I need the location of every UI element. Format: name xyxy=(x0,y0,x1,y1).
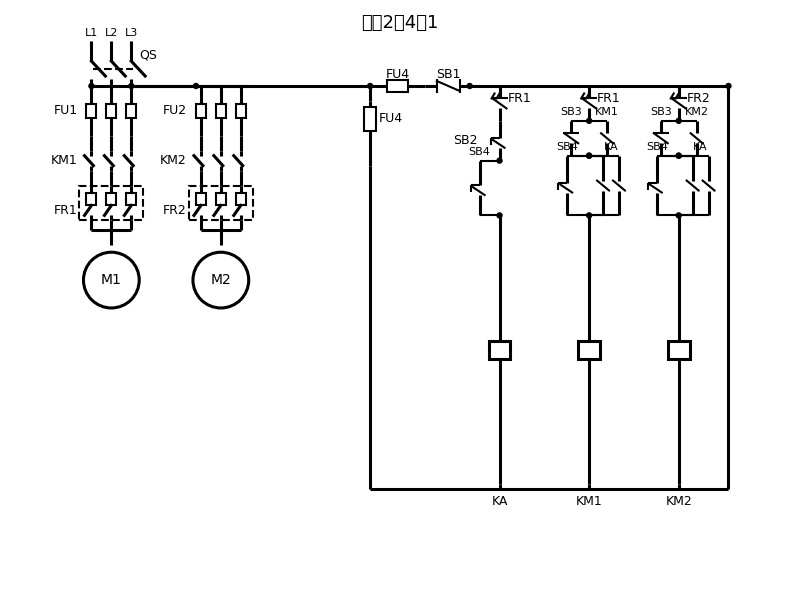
Text: KM1: KM1 xyxy=(595,107,619,117)
Circle shape xyxy=(726,83,731,88)
Text: M2: M2 xyxy=(210,273,231,287)
Bar xyxy=(126,104,136,118)
Bar xyxy=(216,193,226,205)
Text: KM1: KM1 xyxy=(50,154,78,167)
Text: FU2: FU2 xyxy=(163,104,187,118)
Text: SB4: SB4 xyxy=(646,142,668,152)
Text: FU1: FU1 xyxy=(54,104,78,118)
Circle shape xyxy=(586,213,592,218)
Circle shape xyxy=(586,153,592,158)
Text: L1: L1 xyxy=(85,28,98,38)
Bar xyxy=(668,341,690,359)
Text: SB3: SB3 xyxy=(650,107,672,117)
Bar xyxy=(79,185,143,220)
Text: L3: L3 xyxy=(125,28,138,38)
Bar xyxy=(106,193,116,205)
Text: KM2: KM2 xyxy=(160,154,187,167)
Text: KM2: KM2 xyxy=(666,494,692,508)
Text: L2: L2 xyxy=(105,28,118,38)
Bar xyxy=(364,107,376,131)
Text: SB1: SB1 xyxy=(436,68,461,80)
Text: 习题2－4－1: 习题2－4－1 xyxy=(362,14,438,32)
Bar xyxy=(236,193,246,205)
Bar xyxy=(216,104,226,118)
Circle shape xyxy=(467,83,472,88)
Text: FR2: FR2 xyxy=(163,204,187,217)
Text: SB2: SB2 xyxy=(453,134,478,147)
Circle shape xyxy=(676,118,681,124)
Text: KA: KA xyxy=(491,494,508,508)
Circle shape xyxy=(676,153,681,158)
Bar xyxy=(196,193,206,205)
Circle shape xyxy=(676,213,681,218)
Text: SB4: SB4 xyxy=(556,142,578,152)
Circle shape xyxy=(586,153,592,158)
Circle shape xyxy=(368,83,373,88)
Bar xyxy=(196,104,206,118)
Bar xyxy=(489,341,510,359)
Text: FR2: FR2 xyxy=(686,92,710,105)
Circle shape xyxy=(497,158,502,163)
Circle shape xyxy=(676,153,681,158)
Text: FR1: FR1 xyxy=(597,92,621,105)
Circle shape xyxy=(89,83,94,88)
Bar xyxy=(386,80,409,92)
Text: KM2: KM2 xyxy=(685,107,709,117)
Text: FR1: FR1 xyxy=(54,204,78,217)
Text: KA: KA xyxy=(694,142,708,152)
Text: FR1: FR1 xyxy=(507,92,531,105)
Circle shape xyxy=(497,213,502,218)
Bar xyxy=(106,104,116,118)
Bar xyxy=(86,193,97,205)
Text: M1: M1 xyxy=(101,273,122,287)
Text: SB3: SB3 xyxy=(560,107,582,117)
Text: FU4: FU4 xyxy=(379,112,403,125)
Circle shape xyxy=(129,83,134,88)
Text: KM1: KM1 xyxy=(576,494,602,508)
Bar xyxy=(189,185,253,220)
Bar xyxy=(126,193,136,205)
Text: FU4: FU4 xyxy=(386,68,410,80)
Circle shape xyxy=(194,83,198,88)
Bar xyxy=(236,104,246,118)
Bar xyxy=(578,341,600,359)
Bar xyxy=(86,104,97,118)
Text: KA: KA xyxy=(604,142,618,152)
Text: SB4: SB4 xyxy=(469,146,490,157)
Circle shape xyxy=(586,118,592,124)
Text: QS: QS xyxy=(139,49,157,62)
